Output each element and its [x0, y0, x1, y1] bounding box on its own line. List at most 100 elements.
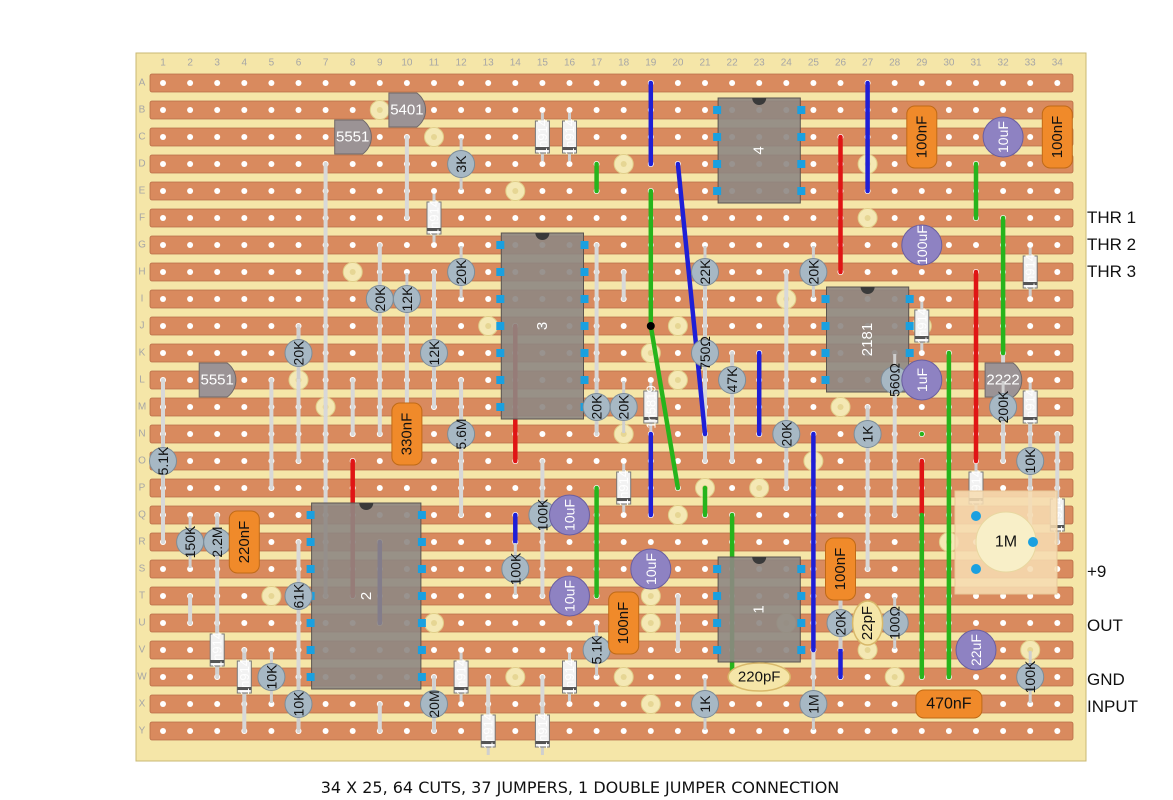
resistor-body — [447, 258, 476, 286]
strip-hole — [458, 539, 465, 545]
row-label: J — [140, 321, 145, 332]
diode-label: 1n914 — [535, 119, 550, 155]
strip-hole — [918, 296, 925, 302]
diode: 1n914 — [236, 653, 252, 701]
strip-hole — [349, 242, 356, 248]
trimmer-pin — [971, 564, 981, 574]
row-label: B — [139, 105, 146, 116]
strip-hole — [729, 701, 736, 707]
strip-hole — [756, 296, 763, 302]
resistor: 100K — [501, 543, 530, 595]
electrolytic-body — [901, 359, 943, 401]
strip-hole — [160, 188, 166, 194]
strip-hole — [674, 296, 681, 302]
trimmer-pin — [971, 511, 981, 521]
strip-hole — [620, 728, 627, 734]
resistor-body — [799, 690, 828, 718]
film-capacitor: 330nF — [391, 402, 423, 466]
track-cut-center — [620, 674, 627, 680]
strip-hole — [756, 701, 763, 707]
copper-strip — [149, 289, 1074, 309]
diode-body — [562, 660, 577, 694]
strip-hole — [702, 80, 708, 86]
strip-hole — [187, 80, 194, 86]
strip-hole — [187, 647, 194, 653]
row-label: K — [139, 348, 146, 359]
strip-hole — [458, 80, 465, 86]
copper-strip — [149, 424, 1074, 444]
strip-hole — [431, 512, 437, 518]
strip-hole — [160, 620, 166, 626]
ic-chip: 1 — [713, 556, 806, 663]
strip-hole — [539, 620, 546, 626]
strip-hole — [647, 674, 654, 680]
strip-hole — [891, 728, 898, 734]
strip-hole — [973, 107, 979, 113]
resistor: 61K — [284, 570, 313, 622]
ic-pin — [306, 619, 315, 627]
strip-hole — [458, 620, 465, 626]
strip-hole — [322, 728, 329, 734]
thr2-label: THR 2 — [1087, 235, 1137, 254]
input-label: INPUT — [1087, 697, 1138, 716]
strip-hole — [268, 539, 275, 545]
column-label: 25 — [808, 58, 820, 69]
resistor: 20K — [284, 327, 313, 379]
strip-hole — [214, 296, 221, 302]
ic-pin — [417, 646, 426, 654]
diode-label: 1n914 — [1023, 389, 1038, 425]
track-cut-center — [512, 188, 519, 194]
ic-pin — [713, 646, 722, 654]
strip-hole — [620, 107, 627, 113]
strip-hole — [620, 188, 627, 194]
strip-hole — [810, 161, 817, 167]
diode: 1n914 — [209, 626, 225, 674]
strip-hole — [674, 674, 681, 680]
strip-hole — [1054, 404, 1061, 410]
ic-pin — [797, 187, 806, 195]
column-label: 27 — [862, 58, 874, 69]
film-capacitor-value: 100nF — [615, 602, 632, 645]
resistor-value: 20K — [805, 259, 821, 285]
electrolytic-value: 22uF — [968, 634, 984, 666]
resistor: 200K — [989, 381, 1018, 433]
strip-hole — [349, 80, 356, 86]
strip-hole — [241, 431, 248, 437]
column-label: 13 — [483, 58, 495, 69]
strip-hole — [187, 431, 194, 437]
strip-hole — [620, 458, 627, 464]
strip-hole — [891, 107, 898, 113]
strip-hole — [566, 80, 573, 86]
ic-pin — [496, 295, 505, 303]
resistor-value: 20K — [372, 286, 388, 312]
ic-notch — [535, 233, 550, 241]
strip-hole — [783, 512, 790, 518]
film-capacitor-value: 220nF — [236, 521, 253, 564]
strip-hole — [837, 728, 844, 734]
strip-hole — [403, 242, 410, 248]
resistor-body — [420, 690, 448, 718]
resistor-value: 10K — [1022, 448, 1038, 474]
row-label: W — [137, 672, 147, 683]
strip-hole — [647, 728, 654, 734]
column-label: 29 — [916, 58, 928, 69]
strip-hole — [566, 701, 573, 707]
ic-pin — [713, 565, 722, 573]
diode-body — [1022, 390, 1038, 424]
strip-hole — [512, 134, 519, 140]
electrolytic-capacitor: 1uF — [901, 359, 943, 401]
electrolytic-value: 10uF — [562, 499, 578, 531]
resistor-value: 20K — [291, 340, 307, 366]
strip-hole — [891, 701, 898, 707]
strip-hole — [376, 485, 383, 491]
strip-hole — [702, 107, 708, 113]
strip-hole — [1027, 215, 1034, 221]
strip-hole — [756, 458, 763, 464]
resistor: 1M — [799, 678, 828, 730]
column-label: 1 — [160, 58, 166, 69]
strip-hole — [1000, 80, 1007, 86]
diode-band — [562, 687, 577, 690]
diode-label: 1n914 — [210, 632, 225, 668]
strip-hole — [295, 296, 302, 302]
strip-hole — [376, 215, 383, 221]
